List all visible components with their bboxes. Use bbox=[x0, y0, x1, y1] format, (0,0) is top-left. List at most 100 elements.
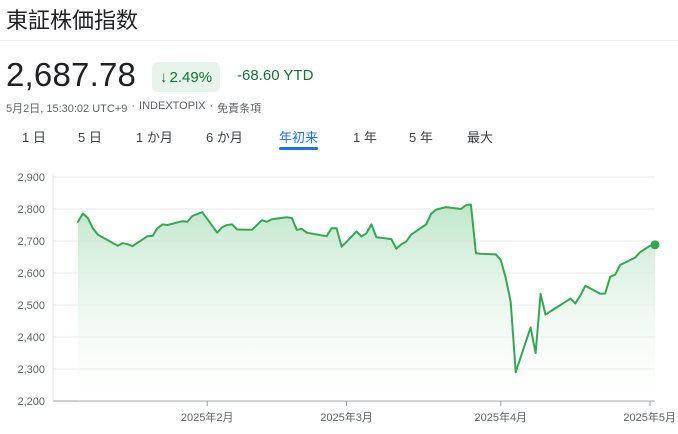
y-tick-label: 2,400 bbox=[17, 332, 45, 344]
data-point bbox=[370, 223, 372, 225]
data-point bbox=[400, 243, 402, 245]
data-point bbox=[216, 232, 218, 234]
change-absolute: -68.60 YTD bbox=[237, 67, 314, 84]
data-point bbox=[579, 294, 581, 296]
data-point bbox=[515, 371, 517, 373]
data-point bbox=[306, 232, 308, 234]
data-point bbox=[132, 245, 134, 247]
data-point bbox=[326, 235, 328, 237]
y-tick-label: 2,700 bbox=[17, 236, 45, 248]
data-point bbox=[77, 221, 79, 223]
price-chart[interactable]: 2,900 2,800 2,700 2,600 2,500 2,400 2,300 2,200… bbox=[0, 160, 678, 434]
data-point bbox=[609, 276, 611, 278]
data-point bbox=[266, 221, 268, 223]
data-point bbox=[604, 292, 606, 294]
data-point bbox=[405, 241, 407, 243]
data-point bbox=[166, 224, 168, 226]
tab-5-day[interactable]: 5 日 bbox=[78, 130, 102, 145]
data-point bbox=[430, 213, 432, 215]
data-point bbox=[540, 293, 542, 295]
data-point bbox=[390, 238, 392, 240]
y-tick-label: 2,800 bbox=[17, 204, 45, 216]
data-point bbox=[614, 274, 616, 276]
data-point bbox=[152, 235, 154, 237]
data-point bbox=[445, 206, 447, 208]
data-point bbox=[196, 213, 198, 215]
quote-timestamp: 5月2日, 15:30:02 UTC+9 bbox=[6, 103, 128, 115]
tab-5-year[interactable]: 5 年 bbox=[409, 130, 433, 145]
data-point bbox=[82, 212, 84, 214]
data-point bbox=[619, 264, 621, 266]
tab-1-day[interactable]: 1 日 bbox=[22, 130, 46, 145]
tab-6-month[interactable]: 6 か月 bbox=[206, 130, 243, 145]
price-line bbox=[76, 203, 656, 374]
data-point bbox=[161, 223, 163, 225]
data-point bbox=[475, 252, 477, 254]
data-point bbox=[286, 216, 288, 218]
data-point bbox=[505, 277, 507, 279]
data-point bbox=[375, 236, 377, 238]
y-tick-label: 2,600 bbox=[17, 268, 45, 280]
data-point bbox=[535, 352, 537, 354]
data-point bbox=[425, 223, 427, 225]
data-point bbox=[201, 211, 203, 213]
meta-separator: · bbox=[131, 100, 136, 112]
data-point bbox=[644, 248, 646, 250]
data-point bbox=[460, 208, 462, 210]
data-point bbox=[410, 234, 412, 236]
data-point bbox=[186, 221, 188, 223]
data-point bbox=[465, 204, 467, 206]
data-point bbox=[251, 229, 253, 231]
data-point bbox=[634, 257, 636, 259]
meta-separator: · bbox=[209, 100, 214, 112]
x-tick-label: 2025年5月 bbox=[623, 410, 676, 424]
data-point bbox=[639, 251, 641, 253]
data-point bbox=[127, 243, 129, 245]
data-point bbox=[545, 314, 547, 316]
data-point bbox=[296, 229, 298, 231]
y-tick-label: 2,500 bbox=[17, 300, 45, 312]
data-point bbox=[97, 234, 99, 236]
quote-meta: 5月2日, 15:30:02 UTC+9 · INDEXTOPIX · 免責条項 bbox=[6, 100, 261, 116]
data-point bbox=[365, 232, 367, 234]
change-percent-badge: ↓ 2.49% bbox=[152, 62, 221, 92]
current-price: 2,687.78 bbox=[6, 56, 137, 93]
data-point bbox=[500, 259, 502, 261]
title-divider bbox=[0, 40, 678, 41]
price-area-fill bbox=[77, 204, 655, 401]
data-point bbox=[226, 224, 228, 226]
data-point bbox=[584, 285, 586, 287]
data-point bbox=[231, 223, 233, 225]
data-point bbox=[435, 209, 437, 211]
data-point bbox=[341, 246, 343, 248]
data-point bbox=[147, 235, 149, 237]
data-point bbox=[156, 227, 158, 229]
data-point bbox=[92, 227, 94, 229]
data-point bbox=[117, 245, 119, 247]
arrow-down-icon: ↓ bbox=[160, 68, 168, 86]
tab-max[interactable]: 最大 bbox=[467, 130, 494, 145]
data-point bbox=[395, 248, 397, 250]
data-point bbox=[191, 215, 193, 217]
x-tick-label: 2025年4月 bbox=[474, 410, 527, 424]
data-point bbox=[360, 236, 362, 238]
data-point bbox=[87, 217, 89, 219]
data-point bbox=[495, 253, 497, 255]
data-point bbox=[291, 217, 293, 219]
tab-ytd[interactable]: 年初来 bbox=[279, 127, 319, 150]
data-point bbox=[261, 219, 263, 221]
data-point bbox=[221, 226, 223, 228]
data-point bbox=[301, 228, 303, 230]
tab-1-month[interactable]: 1 か月 bbox=[136, 130, 173, 145]
data-point bbox=[569, 298, 571, 300]
data-point bbox=[530, 326, 532, 328]
data-point bbox=[574, 302, 576, 304]
data-point bbox=[331, 227, 333, 229]
data-point bbox=[564, 301, 566, 303]
data-point bbox=[510, 301, 512, 303]
data-point bbox=[550, 310, 552, 312]
tab-1-year[interactable]: 1 年 bbox=[353, 130, 377, 145]
disclaimer-link[interactable]: 免責条項 bbox=[217, 103, 262, 115]
page-title: 東証株価指数 bbox=[6, 9, 139, 34]
data-point bbox=[122, 242, 124, 244]
